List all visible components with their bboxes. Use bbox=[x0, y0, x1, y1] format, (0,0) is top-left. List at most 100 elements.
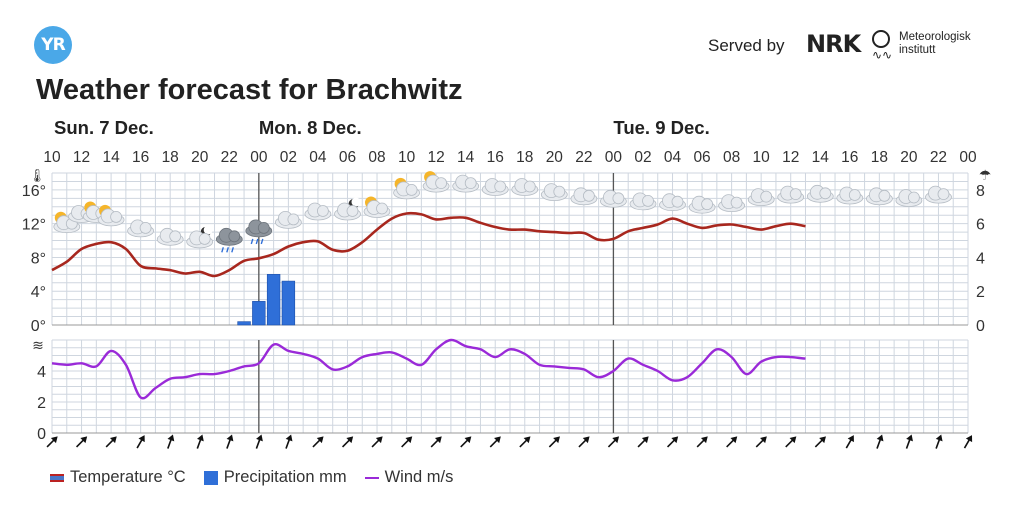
cloud-shape bbox=[376, 202, 388, 215]
hour-tick-label: 20 bbox=[900, 149, 918, 166]
wind-arrow-icon bbox=[905, 434, 913, 449]
hour-tick-label: 06 bbox=[693, 149, 710, 166]
page-title: Weather forecast for Brachwitz bbox=[36, 74, 463, 106]
cloud-shape bbox=[789, 188, 802, 200]
cloud-shape bbox=[701, 198, 713, 211]
sun-cloud-icon bbox=[97, 204, 125, 227]
met-wave-icon: ∿∿ bbox=[872, 48, 893, 62]
temperature-tick-label: 12° bbox=[22, 217, 46, 234]
wind-arrow-icon bbox=[312, 436, 324, 448]
cloud-shape bbox=[848, 189, 861, 201]
rain-drop bbox=[226, 247, 229, 253]
precipitation-bar bbox=[237, 321, 251, 326]
wind-arrow-icon bbox=[371, 436, 383, 448]
cloud-shape bbox=[287, 213, 300, 226]
arrow-head bbox=[50, 436, 58, 444]
cloud-shape bbox=[553, 185, 566, 198]
wind-arrow-icon bbox=[401, 436, 413, 448]
wind-swatch bbox=[364, 476, 379, 479]
legend-wind: Wind m/s bbox=[364, 468, 453, 487]
hour-tick-label: 00 bbox=[250, 149, 268, 166]
hour-tick-label: 16 bbox=[487, 149, 504, 166]
precipitation-swatch bbox=[203, 470, 218, 485]
wind-arrow-icon bbox=[285, 434, 293, 449]
umbrella-icon: ☂ bbox=[979, 167, 992, 183]
nrk-logo[interactable]: NRK bbox=[806, 30, 861, 58]
arrow-head bbox=[935, 434, 943, 442]
cloud-icon bbox=[866, 187, 893, 206]
cloud-icon bbox=[659, 193, 686, 212]
moon-cutout bbox=[351, 197, 361, 207]
arrow-head bbox=[434, 436, 442, 444]
wind-arrow-icon bbox=[755, 436, 767, 448]
temperature-tick-label: 0° bbox=[31, 318, 46, 335]
chart-legend: Temperature °C Precipitation mm Wind m/s bbox=[50, 468, 453, 487]
legend-temperature: Temperature °C bbox=[50, 468, 186, 487]
hour-tick-label: 20 bbox=[191, 149, 209, 166]
hour-tick-label: 10 bbox=[753, 149, 771, 166]
sun-cloud-icon bbox=[422, 171, 450, 193]
hour-tick-label: 10 bbox=[398, 149, 416, 166]
rain-drop bbox=[221, 247, 224, 253]
arrow-head bbox=[405, 436, 413, 444]
hour-tick-label: 00 bbox=[605, 149, 623, 166]
temperature-swatch bbox=[50, 473, 64, 482]
wind-arrow-icon bbox=[637, 436, 649, 448]
arrow-head bbox=[612, 436, 620, 444]
wind-tick-label: 2 bbox=[37, 395, 46, 412]
thermometer-icon: 🌡 bbox=[29, 168, 46, 183]
wind-arrow-icon bbox=[196, 434, 204, 449]
met-logo-line-1: Meteorologisk bbox=[899, 31, 971, 43]
day-label: Sun. 7 Dec. bbox=[54, 117, 154, 138]
arrow-head bbox=[906, 434, 913, 442]
cloud-shape bbox=[464, 177, 477, 189]
arrow-head bbox=[730, 436, 738, 444]
hour-tick-label: 20 bbox=[546, 149, 564, 166]
arrow-head bbox=[965, 435, 973, 443]
arrow-head bbox=[700, 436, 708, 444]
hour-tick-label: 22 bbox=[930, 149, 947, 166]
wind-arrow-icon bbox=[696, 436, 708, 448]
hour-tick-label: 14 bbox=[102, 149, 120, 166]
day-label: Mon. 8 Dec. bbox=[259, 117, 362, 138]
served-by-label: Served by bbox=[708, 36, 785, 55]
wind-arrow-icon bbox=[105, 436, 117, 448]
moon-cloud-icon bbox=[334, 197, 361, 221]
hour-tick-label: 02 bbox=[280, 149, 297, 166]
day-label: Tue. 9 Dec. bbox=[613, 117, 709, 138]
wind-arrow-icon bbox=[548, 436, 560, 448]
temperature-line bbox=[51, 211, 806, 278]
hour-tick-label: 12 bbox=[782, 149, 799, 166]
arrow-head bbox=[847, 435, 854, 443]
cloud-shape bbox=[346, 205, 359, 217]
cloud-shape bbox=[494, 180, 507, 193]
wind-arrow-icon bbox=[963, 435, 973, 449]
hour-tick-label: 06 bbox=[339, 149, 356, 166]
arrow-head bbox=[494, 436, 501, 444]
cloud-shape bbox=[819, 187, 832, 200]
rain-drop bbox=[255, 238, 259, 245]
wind-arrow-icon bbox=[430, 436, 442, 448]
arrow-head bbox=[582, 436, 590, 444]
yr-logo[interactable]: YR bbox=[34, 26, 72, 64]
hour-tick-label: 18 bbox=[871, 149, 888, 166]
rain-drop bbox=[260, 238, 264, 245]
arrow-head bbox=[464, 436, 472, 444]
arrow-head bbox=[167, 434, 175, 442]
met-logo-text[interactable]: Meteorologisk institutt bbox=[899, 31, 971, 57]
hour-tick-label: 18 bbox=[516, 149, 533, 166]
precipitation-tick-label: 8 bbox=[976, 183, 985, 200]
cloud-shape bbox=[642, 195, 654, 207]
wind-arrow-icon bbox=[666, 436, 679, 448]
hour-tick-label: 10 bbox=[43, 149, 61, 166]
arrow-head bbox=[346, 436, 354, 444]
hour-tick-label: 12 bbox=[73, 149, 90, 166]
cloud-icon bbox=[600, 189, 627, 208]
precipitation-tick-label: 2 bbox=[976, 284, 985, 301]
arrow-head bbox=[138, 435, 145, 443]
wind-arrow-icon bbox=[726, 436, 738, 448]
cloud-shape bbox=[878, 189, 891, 202]
arrow-head bbox=[285, 434, 293, 442]
wind-arrow-icon bbox=[167, 434, 175, 449]
wind-arrow-icon bbox=[255, 434, 263, 449]
